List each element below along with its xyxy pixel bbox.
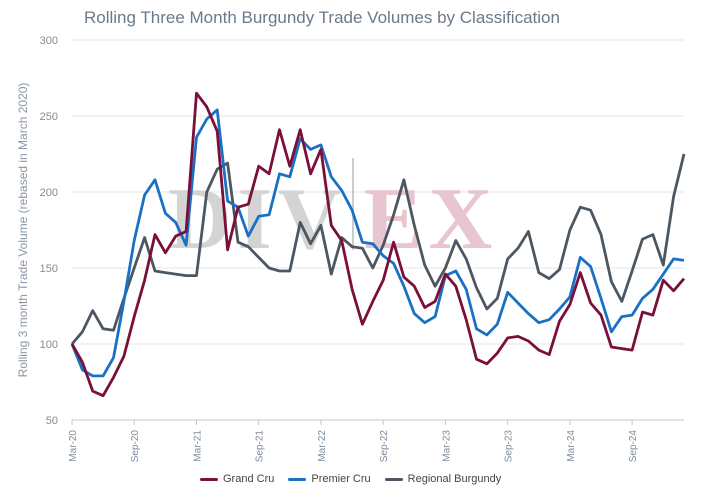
x-axis-ticks: Mar-20 Sep-20 Mar-21 Sep-21 Mar-22 Sep-22 Mar-… [68,420,639,462]
legend-swatch [288,477,307,481]
series-line-grand-cru [70,91,686,398]
gridlines [72,39,684,421]
y-tick-label: 200 [40,187,58,199]
x-tick-label: Mar-22 [317,430,328,462]
x-tick-label: Sep-23 [504,430,515,463]
y-tick-label: 100 [40,339,58,351]
x-tick-label: Mar-23 [441,430,452,462]
y-tick-label: 150 [40,263,58,275]
series-line-regional-burgundy [70,153,686,345]
legend-item[interactable]: Regional Burgundy [384,473,502,485]
x-tick-label: Sep-24 [628,430,639,463]
legend: Grand Cru Premier Cru Regional Burgundy [200,473,501,485]
x-tick-label: Mar-20 [68,430,79,462]
chart-title: Rolling Three Month Burgundy Trade Volum… [84,8,560,27]
y-tick-label: 50 [46,415,58,427]
y-axis-ticks: 50 100 150 200 250 300 [40,35,58,427]
x-tick-label: Mar-21 [192,430,203,462]
series-lines [70,91,686,398]
x-tick-label: Sep-22 [379,430,390,463]
series-line-premier-cru [70,108,685,378]
watermark-logo: DIV EX [168,158,498,268]
x-tick-label: Sep-20 [130,430,141,463]
legend-label: Regional Burgundy [407,473,502,485]
legend-label: Grand Cru [223,473,275,485]
y-axis-title: Rolling 3 month Trade Volume (rebased in… [16,83,30,378]
legend-label: Premier Cru [311,473,371,485]
legend-swatch [384,477,403,481]
y-tick-label: 250 [40,111,58,123]
legend-item[interactable]: Premier Cru [288,473,371,485]
legend-swatch [200,477,218,481]
y-tick-label: 300 [40,35,58,47]
svg-text:EX: EX [364,171,498,268]
x-tick-label: Mar-24 [566,430,577,462]
x-tick-label: Sep-21 [255,430,266,463]
legend-item[interactable]: Grand Cru [200,473,274,485]
